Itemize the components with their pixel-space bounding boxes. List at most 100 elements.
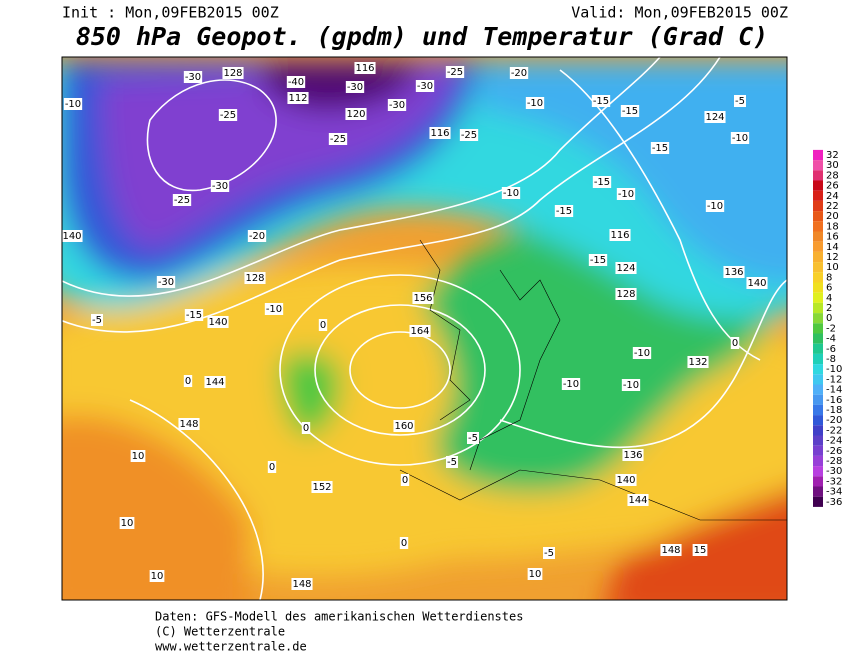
contour-label: 0: [402, 475, 408, 486]
contour-label: -10: [65, 99, 81, 110]
colorbar-label: 32: [826, 150, 839, 161]
contour-label: 128: [245, 273, 264, 284]
valid-time: Valid: Mon,09FEB2015 00Z: [571, 4, 788, 22]
colorbar-label: 14: [826, 242, 839, 253]
contour-label: 164: [410, 326, 429, 337]
contour-label: 160: [394, 421, 413, 432]
contour-label: 10: [121, 518, 134, 529]
contour-label: 144: [205, 377, 224, 388]
colorbar-swatch: [813, 211, 823, 222]
colorbar-swatch: [813, 353, 823, 365]
contour-label: 128: [223, 68, 242, 79]
colorbar-swatch: [813, 180, 823, 191]
colorbar-label: 22: [826, 201, 839, 212]
colorbar-swatch: [813, 272, 823, 283]
contour-label: -5: [735, 96, 745, 107]
colorbar-swatch: [813, 445, 823, 456]
colorbar-label: -34: [826, 487, 842, 498]
contour-label: -30: [389, 100, 405, 111]
colorbar-swatch: [813, 425, 823, 436]
colorbar-label: -32: [826, 476, 842, 487]
contour-label: -30: [158, 277, 174, 288]
contour-label: -25: [447, 67, 463, 78]
colorbar-label: 10: [826, 262, 839, 273]
contour-label: 136: [623, 450, 642, 461]
colorbar-swatch: [813, 302, 823, 314]
contour-label: 0: [732, 338, 738, 349]
colorbar-label: -16: [826, 395, 842, 406]
colorbar-label: -2: [826, 323, 836, 334]
colorbar-swatch: [813, 200, 823, 212]
colorbar-swatch: [813, 282, 823, 293]
colorbar-swatch: [813, 496, 823, 507]
colorbar-swatch: [813, 160, 823, 171]
colorbar-label: 0: [826, 313, 832, 324]
contour-label: 10: [529, 569, 542, 580]
contour-label: -10: [563, 379, 579, 390]
colorbar-label: 20: [826, 211, 839, 222]
colorbar-swatch: [813, 262, 823, 273]
contour-label: -5: [92, 315, 102, 326]
colorbar-swatch: [813, 190, 823, 201]
contour-label: -40: [288, 77, 304, 88]
contour-label: -15: [590, 255, 606, 266]
contour-label: -15: [652, 143, 668, 154]
footer-copyright: (C) Wetterzentrale: [155, 625, 285, 639]
colorbar-swatch: [813, 343, 823, 354]
contour-label: -30: [417, 81, 433, 92]
contour-label: 0: [401, 538, 407, 549]
init-time: Init : Mon,09FEB2015 00Z: [62, 4, 279, 22]
colorbar-label: -26: [826, 446, 842, 457]
contour-label: -10: [266, 304, 282, 315]
colorbar-swatch: [813, 374, 823, 385]
colorbar-label: -6: [826, 344, 836, 355]
colorbar-swatch: [813, 221, 823, 232]
colorbar-label: -4: [826, 334, 836, 345]
contour-label: -15: [593, 96, 609, 107]
contour-label: -20: [249, 231, 265, 242]
colorbar-label: 12: [826, 252, 839, 263]
colorbar-swatch: [813, 149, 823, 161]
contour-label: -10: [732, 133, 748, 144]
contour-label: -25: [220, 110, 236, 121]
contour-label: 116: [355, 63, 374, 74]
colorbar-swatch: [813, 323, 823, 334]
colorbar-swatch: [813, 455, 823, 467]
contour-label: -10: [527, 98, 543, 109]
colorbar-label: 24: [826, 191, 839, 202]
contour-label: 112: [288, 93, 307, 104]
contour-label: -15: [594, 177, 610, 188]
colorbar-label: -28: [826, 456, 842, 467]
colorbar-label: -22: [826, 425, 842, 436]
colorbar-label: 26: [826, 181, 839, 192]
colorbar-swatch: [813, 292, 823, 303]
contour-label: -30: [347, 82, 363, 93]
footer-source: Daten: GFS-Modell des amerikanischen Wet…: [155, 610, 523, 624]
colorbar-swatch: [813, 231, 823, 242]
colorbar-label: -14: [826, 385, 842, 396]
colorbar-label: 8: [826, 272, 832, 283]
colorbar-swatch: [813, 476, 823, 487]
contour-label: 140: [208, 317, 227, 328]
contour-label: 0: [303, 423, 309, 434]
colorbar-swatch: [813, 466, 823, 477]
contour-label: -10: [707, 201, 723, 212]
colorbar-label: -20: [826, 415, 842, 426]
colorbar-label: -18: [826, 405, 842, 416]
contour-label: 136: [724, 267, 743, 278]
contour-label: 0: [269, 462, 275, 473]
colorbar-swatch: [813, 384, 823, 395]
colorbar-label: 28: [826, 170, 839, 181]
contour-label: 148: [292, 579, 311, 590]
contour-label: -5: [447, 457, 457, 468]
colorbar-label: 18: [826, 221, 839, 232]
contour-label: -10: [623, 380, 639, 391]
contour-label: 0: [320, 320, 326, 331]
colorbar-label: 16: [826, 232, 839, 243]
contour-label: -15: [186, 310, 202, 321]
colorbar-swatch: [813, 170, 823, 181]
contour-label: -25: [330, 134, 346, 145]
colorbar-label: -10: [826, 364, 842, 375]
contour-label: -5: [544, 548, 554, 559]
contour-label: -10: [618, 189, 634, 200]
